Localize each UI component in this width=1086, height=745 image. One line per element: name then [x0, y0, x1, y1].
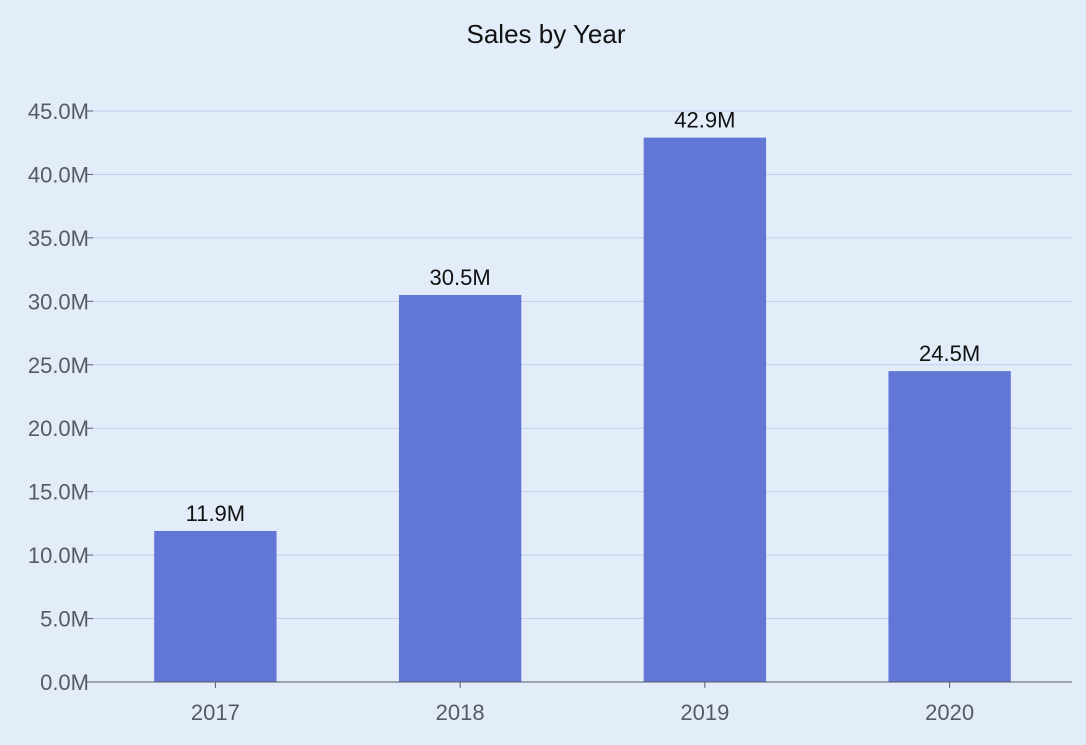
chart-title: Sales by Year — [466, 19, 625, 49]
y-tick-label: 5.0M — [40, 607, 89, 632]
y-tick-label: 35.0M — [28, 226, 89, 251]
y-tick-label: 30.0M — [28, 289, 89, 314]
y-tick-label: 40.0M — [28, 162, 89, 187]
x-tick-label-2018: 2018 — [436, 700, 485, 725]
y-tick-label: 15.0M — [28, 480, 89, 505]
bar-2017[interactable] — [154, 531, 277, 682]
x-tick-label-2020: 2020 — [925, 700, 974, 725]
y-tick-label: 10.0M — [28, 543, 89, 568]
y-axis-ticks: 0.0M 5.0M 10.0M 15.0M 20.0M 25.0M 30.0M 35.0M 40… — [28, 99, 93, 695]
data-label-2018: 30.5M — [430, 265, 491, 290]
data-label-2020: 24.5M — [919, 341, 980, 366]
bar-2019[interactable] — [643, 137, 767, 682]
data-label-2017: 11.9M — [186, 501, 246, 526]
data-label-2019: 42.9M — [674, 108, 735, 133]
x-axis-ticks: 2017 2018 2019 2020 — [191, 682, 974, 725]
x-tick-label-2017: 2017 — [191, 700, 240, 725]
bar-2020[interactable] — [888, 371, 1011, 682]
y-tick-label: 25.0M — [28, 353, 89, 378]
x-tick-label-2019: 2019 — [680, 700, 729, 725]
bars — [154, 137, 1011, 682]
y-tick-label: 45.0M — [28, 99, 89, 124]
data-labels: 11.9M 30.5M 42.9M 24.5M — [186, 108, 981, 526]
y-tick-label: 0.0M — [40, 670, 89, 695]
bar-2018[interactable] — [398, 294, 522, 682]
y-tick-label: 20.0M — [28, 416, 89, 441]
